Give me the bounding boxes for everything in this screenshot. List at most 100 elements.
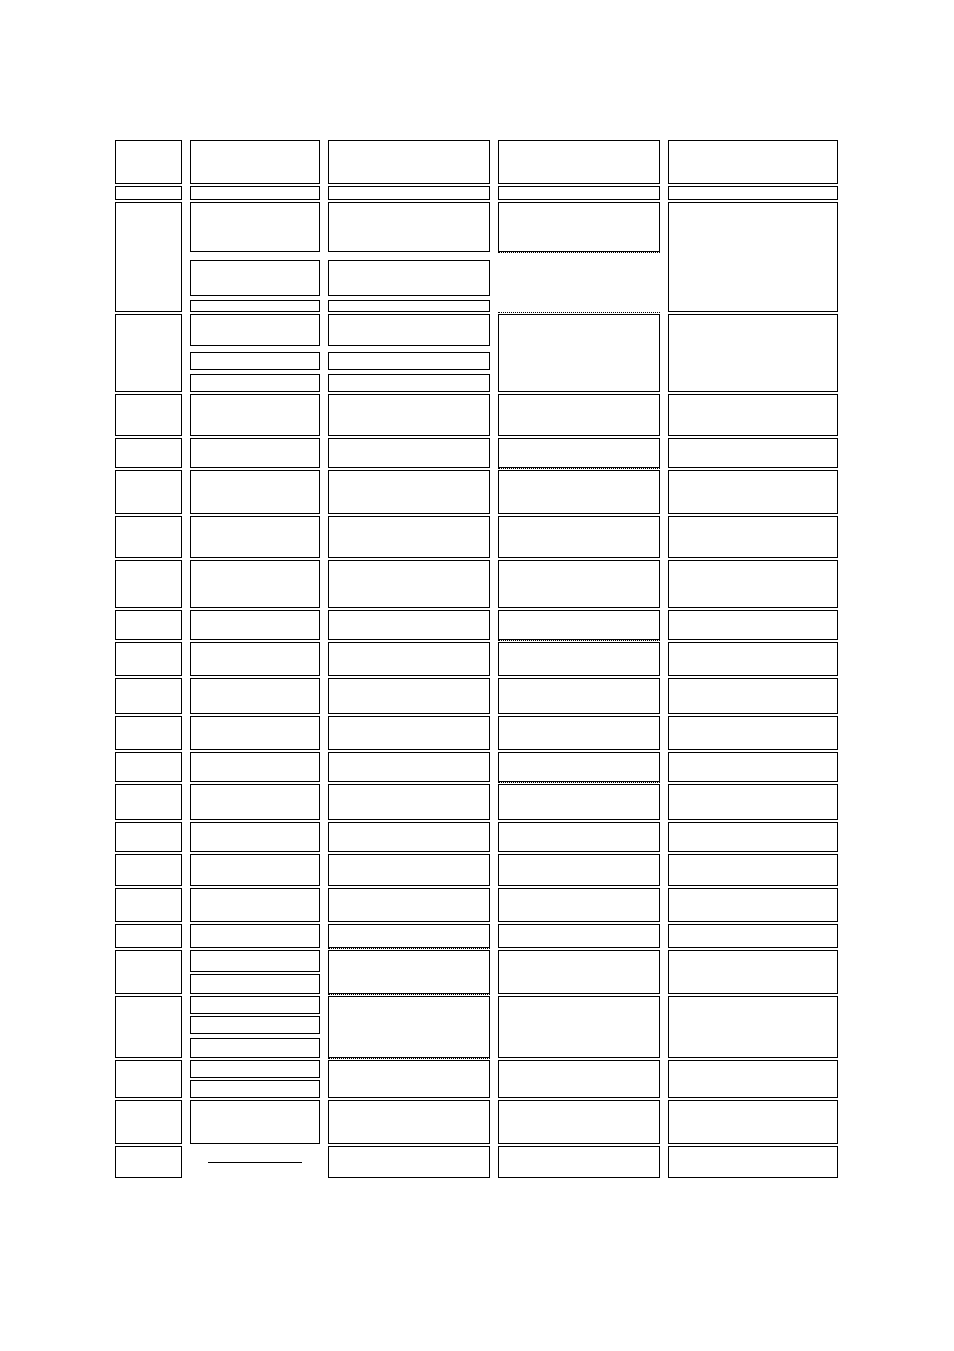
table-cell [498,950,660,994]
page [0,0,954,1351]
table-cell [498,642,660,676]
table-cell [328,950,490,994]
table-cell [668,888,838,922]
table-cell [115,642,182,676]
dotted-divider [498,468,660,469]
table-cell [328,202,490,252]
table-cell [190,186,320,200]
table-cell [498,202,660,252]
table-cell [190,854,320,886]
table-cell [668,642,838,676]
table-cell [115,470,182,514]
table-cell [190,1080,320,1098]
table-cell [668,716,838,750]
table-cell [668,678,838,714]
table-cell [498,394,660,436]
table-cell [115,314,182,392]
table-cell [328,470,490,514]
table-cell [498,996,660,1058]
table-cell [115,854,182,886]
table-cell [190,716,320,750]
table-cell [668,950,838,994]
table-cell [668,202,838,312]
table-cell [328,516,490,558]
table-cell [498,314,660,392]
table-cell [190,1060,320,1078]
table-cell [328,374,490,392]
table-cell [190,610,320,640]
table-cell [668,752,838,782]
table-cell [498,822,660,852]
table-cell [190,140,320,184]
table-cell [328,260,490,296]
table-cell [190,516,320,558]
table-cell [498,516,660,558]
table-cell [498,752,660,782]
table-cell [328,678,490,714]
table-cell [190,1038,320,1058]
table-cell [498,854,660,886]
table-cell [668,314,838,392]
table-cell [328,784,490,820]
table-cell [190,300,320,312]
table-cell [328,822,490,852]
table-cell [115,996,182,1058]
table-cell [328,752,490,782]
table-cell [328,610,490,640]
table-cell [498,888,660,922]
dotted-divider [328,994,490,995]
table-cell [190,642,320,676]
table-cell [668,924,838,948]
dotted-divider [328,948,490,949]
table-cell [115,1100,182,1144]
table-cell [190,438,320,468]
table-cell [190,260,320,296]
table-cell [668,1100,838,1144]
table-cell [115,516,182,558]
table-cell [668,394,838,436]
table-cell [190,314,320,346]
table-cell [190,950,320,972]
table-cell [668,996,838,1058]
table-cell [328,314,490,346]
table-cell [190,822,320,852]
table-cell [190,784,320,820]
dotted-divider [328,1058,490,1059]
table-cell [328,1060,490,1098]
table-cell [190,202,320,252]
table-cell [190,352,320,370]
table-cell [115,924,182,948]
table-cell [328,560,490,608]
table-cell [498,678,660,714]
table-cell [668,186,838,200]
table-cell [668,140,838,184]
table-cell [190,1016,320,1034]
table-cell [328,186,490,200]
dotted-divider [498,640,660,641]
table-cell [668,560,838,608]
table-cell [115,1146,182,1178]
dotted-divider [498,312,660,313]
table-cell [668,1060,838,1098]
table-cell [498,924,660,948]
table-cell [668,822,838,852]
table-cell [668,1146,838,1178]
table-cell [498,560,660,608]
table-cell [328,438,490,468]
table-cell [328,996,490,1058]
table-cell [328,854,490,886]
table-cell [328,888,490,922]
table-cell [328,924,490,948]
table-cell [668,438,838,468]
table-cell [190,996,320,1014]
table-cell [115,186,182,200]
table-cell [498,1060,660,1098]
table-cell [668,784,838,820]
table-cell [498,1146,660,1178]
table-cell [498,186,660,200]
table-cell [190,374,320,392]
table-cell [190,678,320,714]
dotted-divider [498,782,660,783]
table-cell [190,1100,320,1144]
table-cell [190,560,320,608]
